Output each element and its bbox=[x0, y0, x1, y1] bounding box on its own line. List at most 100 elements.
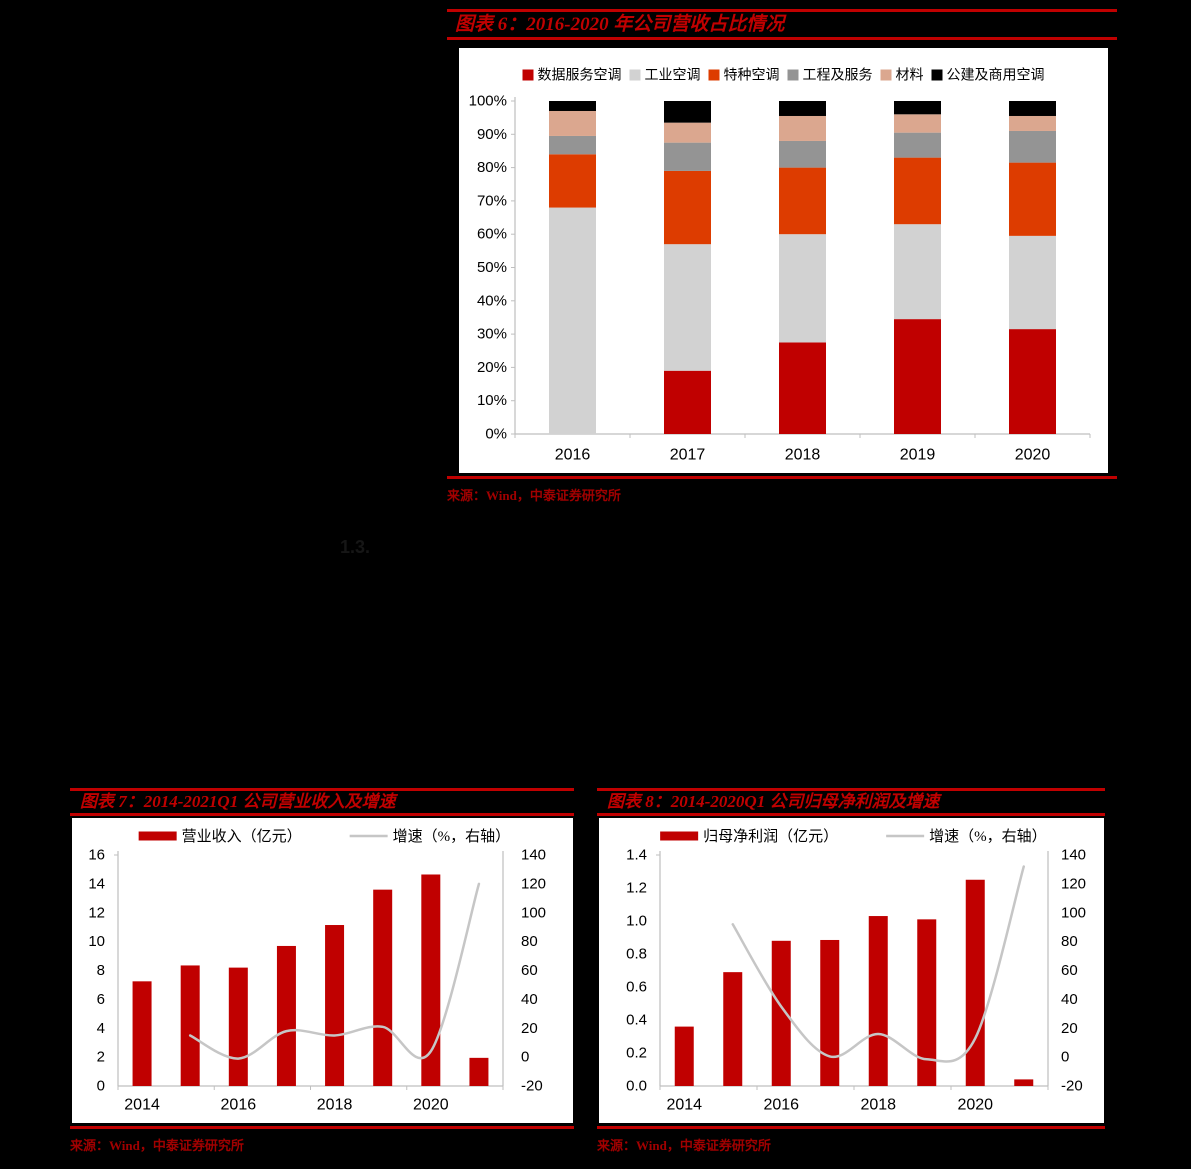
bar bbox=[180, 965, 200, 1086]
x-tick-label: 2018 bbox=[860, 1097, 896, 1114]
y-tick-label: 30% bbox=[477, 326, 507, 343]
bar-segment bbox=[664, 101, 711, 123]
x-tick-label: 2016 bbox=[555, 447, 591, 464]
bar-segment bbox=[894, 132, 941, 158]
figure-7-source: 来源：Wind，中泰证券研究所 bbox=[70, 1138, 244, 1153]
header-rule-bottom bbox=[597, 813, 1105, 816]
figure-6-title: 图表 6：2016-2020 年公司营收占比情况 bbox=[455, 14, 785, 35]
left-tick-label: 0.8 bbox=[626, 946, 647, 963]
right-tick-label: 0 bbox=[521, 1049, 529, 1066]
line-path bbox=[731, 865, 1025, 1063]
bar bbox=[917, 919, 937, 1086]
bar bbox=[421, 874, 441, 1086]
figure-6-source-rule bbox=[447, 476, 1117, 479]
bar-segment bbox=[779, 140, 826, 168]
x-tick-label: 2014 bbox=[666, 1097, 702, 1114]
bar bbox=[469, 1057, 489, 1086]
legend-label: 工程及服务 bbox=[803, 68, 873, 84]
left-tick-label: 1.0 bbox=[626, 913, 647, 930]
header-rule-top bbox=[447, 9, 1117, 12]
legend-label: 公建及商用空调 bbox=[947, 68, 1045, 84]
bar-segment bbox=[1009, 235, 1056, 330]
section-heading: 1.3. bbox=[340, 537, 371, 557]
bar bbox=[868, 916, 888, 1086]
bar bbox=[276, 945, 296, 1086]
bar-segment bbox=[664, 244, 711, 371]
bars bbox=[132, 874, 489, 1086]
legend-label: 数据服务空调 bbox=[538, 68, 622, 84]
figure-8-source: 来源：Wind，中泰证券研究所 bbox=[597, 1138, 771, 1153]
right-axis: -20 0 20 40 60 80 100 120 140 bbox=[1047, 847, 1086, 1095]
bar-segment bbox=[664, 142, 711, 171]
left-tick-label: 0.2 bbox=[626, 1045, 647, 1062]
right-tick-label: 40 bbox=[1061, 991, 1078, 1008]
header-rule-top bbox=[70, 788, 574, 791]
legend-label: 营业收入（亿元） bbox=[182, 828, 302, 845]
bar-segment bbox=[549, 110, 596, 136]
y-tick-label: 80% bbox=[477, 159, 507, 176]
bar-segment bbox=[664, 370, 711, 434]
bar-segment bbox=[549, 154, 596, 208]
right-axis: -20 0 20 40 60 80 100 120 140 bbox=[502, 847, 546, 1095]
right-tick-label: 80 bbox=[1061, 933, 1078, 950]
right-tick-label: 80 bbox=[521, 933, 538, 950]
figure-7-source-rule bbox=[70, 1126, 574, 1129]
legend-bar-swatch bbox=[138, 831, 177, 841]
x-tick-label: 2019 bbox=[900, 447, 936, 464]
figure-6-chart: 数据服务空调 工业空调 特种空调 工程及服务 材料 公建及商用空调 0% 10% 20% 30% 4… bbox=[469, 68, 1091, 464]
bar bbox=[723, 972, 743, 1086]
left-tick-label: 10 bbox=[88, 933, 105, 950]
left-tick-label: 1.4 bbox=[626, 847, 647, 864]
figure-8-chart: 归母净利润（亿元） 增速（%，右轴） 0.0 0.2 0.4 0.6 0.8 1.0 1.2 1.… bbox=[626, 828, 1086, 1114]
x-tick-label: 2017 bbox=[670, 447, 706, 464]
bar bbox=[132, 981, 152, 1086]
legend-label: 工业空调 bbox=[645, 68, 701, 84]
figure-8-source-rule bbox=[597, 1126, 1105, 1129]
right-tick-label: 60 bbox=[1061, 962, 1078, 979]
header-rule-bottom bbox=[70, 813, 574, 816]
right-tick-label: 140 bbox=[1061, 847, 1086, 864]
right-tick-label: 140 bbox=[521, 847, 546, 864]
y-tick-label: 90% bbox=[477, 126, 507, 143]
left-tick-label: 4 bbox=[97, 1020, 105, 1037]
bar-segment bbox=[779, 101, 826, 116]
left-tick-label: 12 bbox=[88, 904, 105, 921]
legend: 营业收入（亿元） 增速（%，右轴） bbox=[138, 828, 511, 845]
left-tick-label: 0.0 bbox=[626, 1078, 647, 1095]
bar-segment bbox=[894, 101, 941, 115]
figure-6-header: 图表 6：2016-2020 年公司营收占比情况 bbox=[447, 9, 1117, 40]
legend-bar-swatch bbox=[660, 831, 699, 841]
bar bbox=[228, 967, 248, 1086]
bar-segment bbox=[894, 157, 941, 225]
y-tick-label: 10% bbox=[477, 392, 507, 409]
right-tick-label: 100 bbox=[521, 904, 546, 921]
figure-6-panel: 数据服务空调 工业空调 特种空调 工程及服务 材料 公建及商用空调 0% 10% 20% 30% 4… bbox=[459, 48, 1108, 473]
header-rule-top bbox=[597, 788, 1105, 791]
growth-line bbox=[731, 865, 1025, 1063]
bar-segment bbox=[664, 122, 711, 143]
header-rule-bottom bbox=[447, 37, 1117, 40]
x-axis: 2016 2017 2018 2019 2020 bbox=[514, 433, 1091, 464]
legend-swatch bbox=[880, 69, 892, 81]
figure-8-header: 图表 8：2014-2020Q1 公司归母净利润及增速 bbox=[597, 788, 1105, 816]
left-tick-label: 1.2 bbox=[626, 880, 647, 897]
bar bbox=[965, 879, 985, 1086]
x-tick-label: 2018 bbox=[317, 1097, 353, 1114]
bar bbox=[771, 940, 791, 1086]
figure-8-panel: 归母净利润（亿元） 增速（%，右轴） 0.0 0.2 0.4 0.6 0.8 1.0 1.2 1.… bbox=[599, 818, 1104, 1123]
figure-7-panel: 营业收入（亿元） 增速（%，右轴） 0 2 4 6 8 10 12 14 16 -20 0 20 40 60 8… bbox=[72, 818, 573, 1123]
bar-segment bbox=[779, 115, 826, 141]
x-axis: 2014 2016 2018 2020 bbox=[117, 1085, 504, 1114]
x-tick-label: 2016 bbox=[221, 1097, 257, 1114]
legend-label: 增速（%，右轴） bbox=[929, 828, 1047, 845]
y-tick-label: 50% bbox=[477, 259, 507, 276]
line-path bbox=[188, 882, 481, 1060]
x-tick-label: 2020 bbox=[957, 1097, 993, 1114]
legend-label: 增速（%，右轴） bbox=[393, 828, 511, 845]
right-tick-label: 0 bbox=[1061, 1049, 1069, 1066]
y-tick-label: 40% bbox=[477, 292, 507, 309]
bar bbox=[325, 925, 345, 1086]
left-tick-label: 8 bbox=[97, 962, 105, 979]
growth-line bbox=[188, 882, 481, 1060]
right-tick-label: 40 bbox=[521, 991, 538, 1008]
